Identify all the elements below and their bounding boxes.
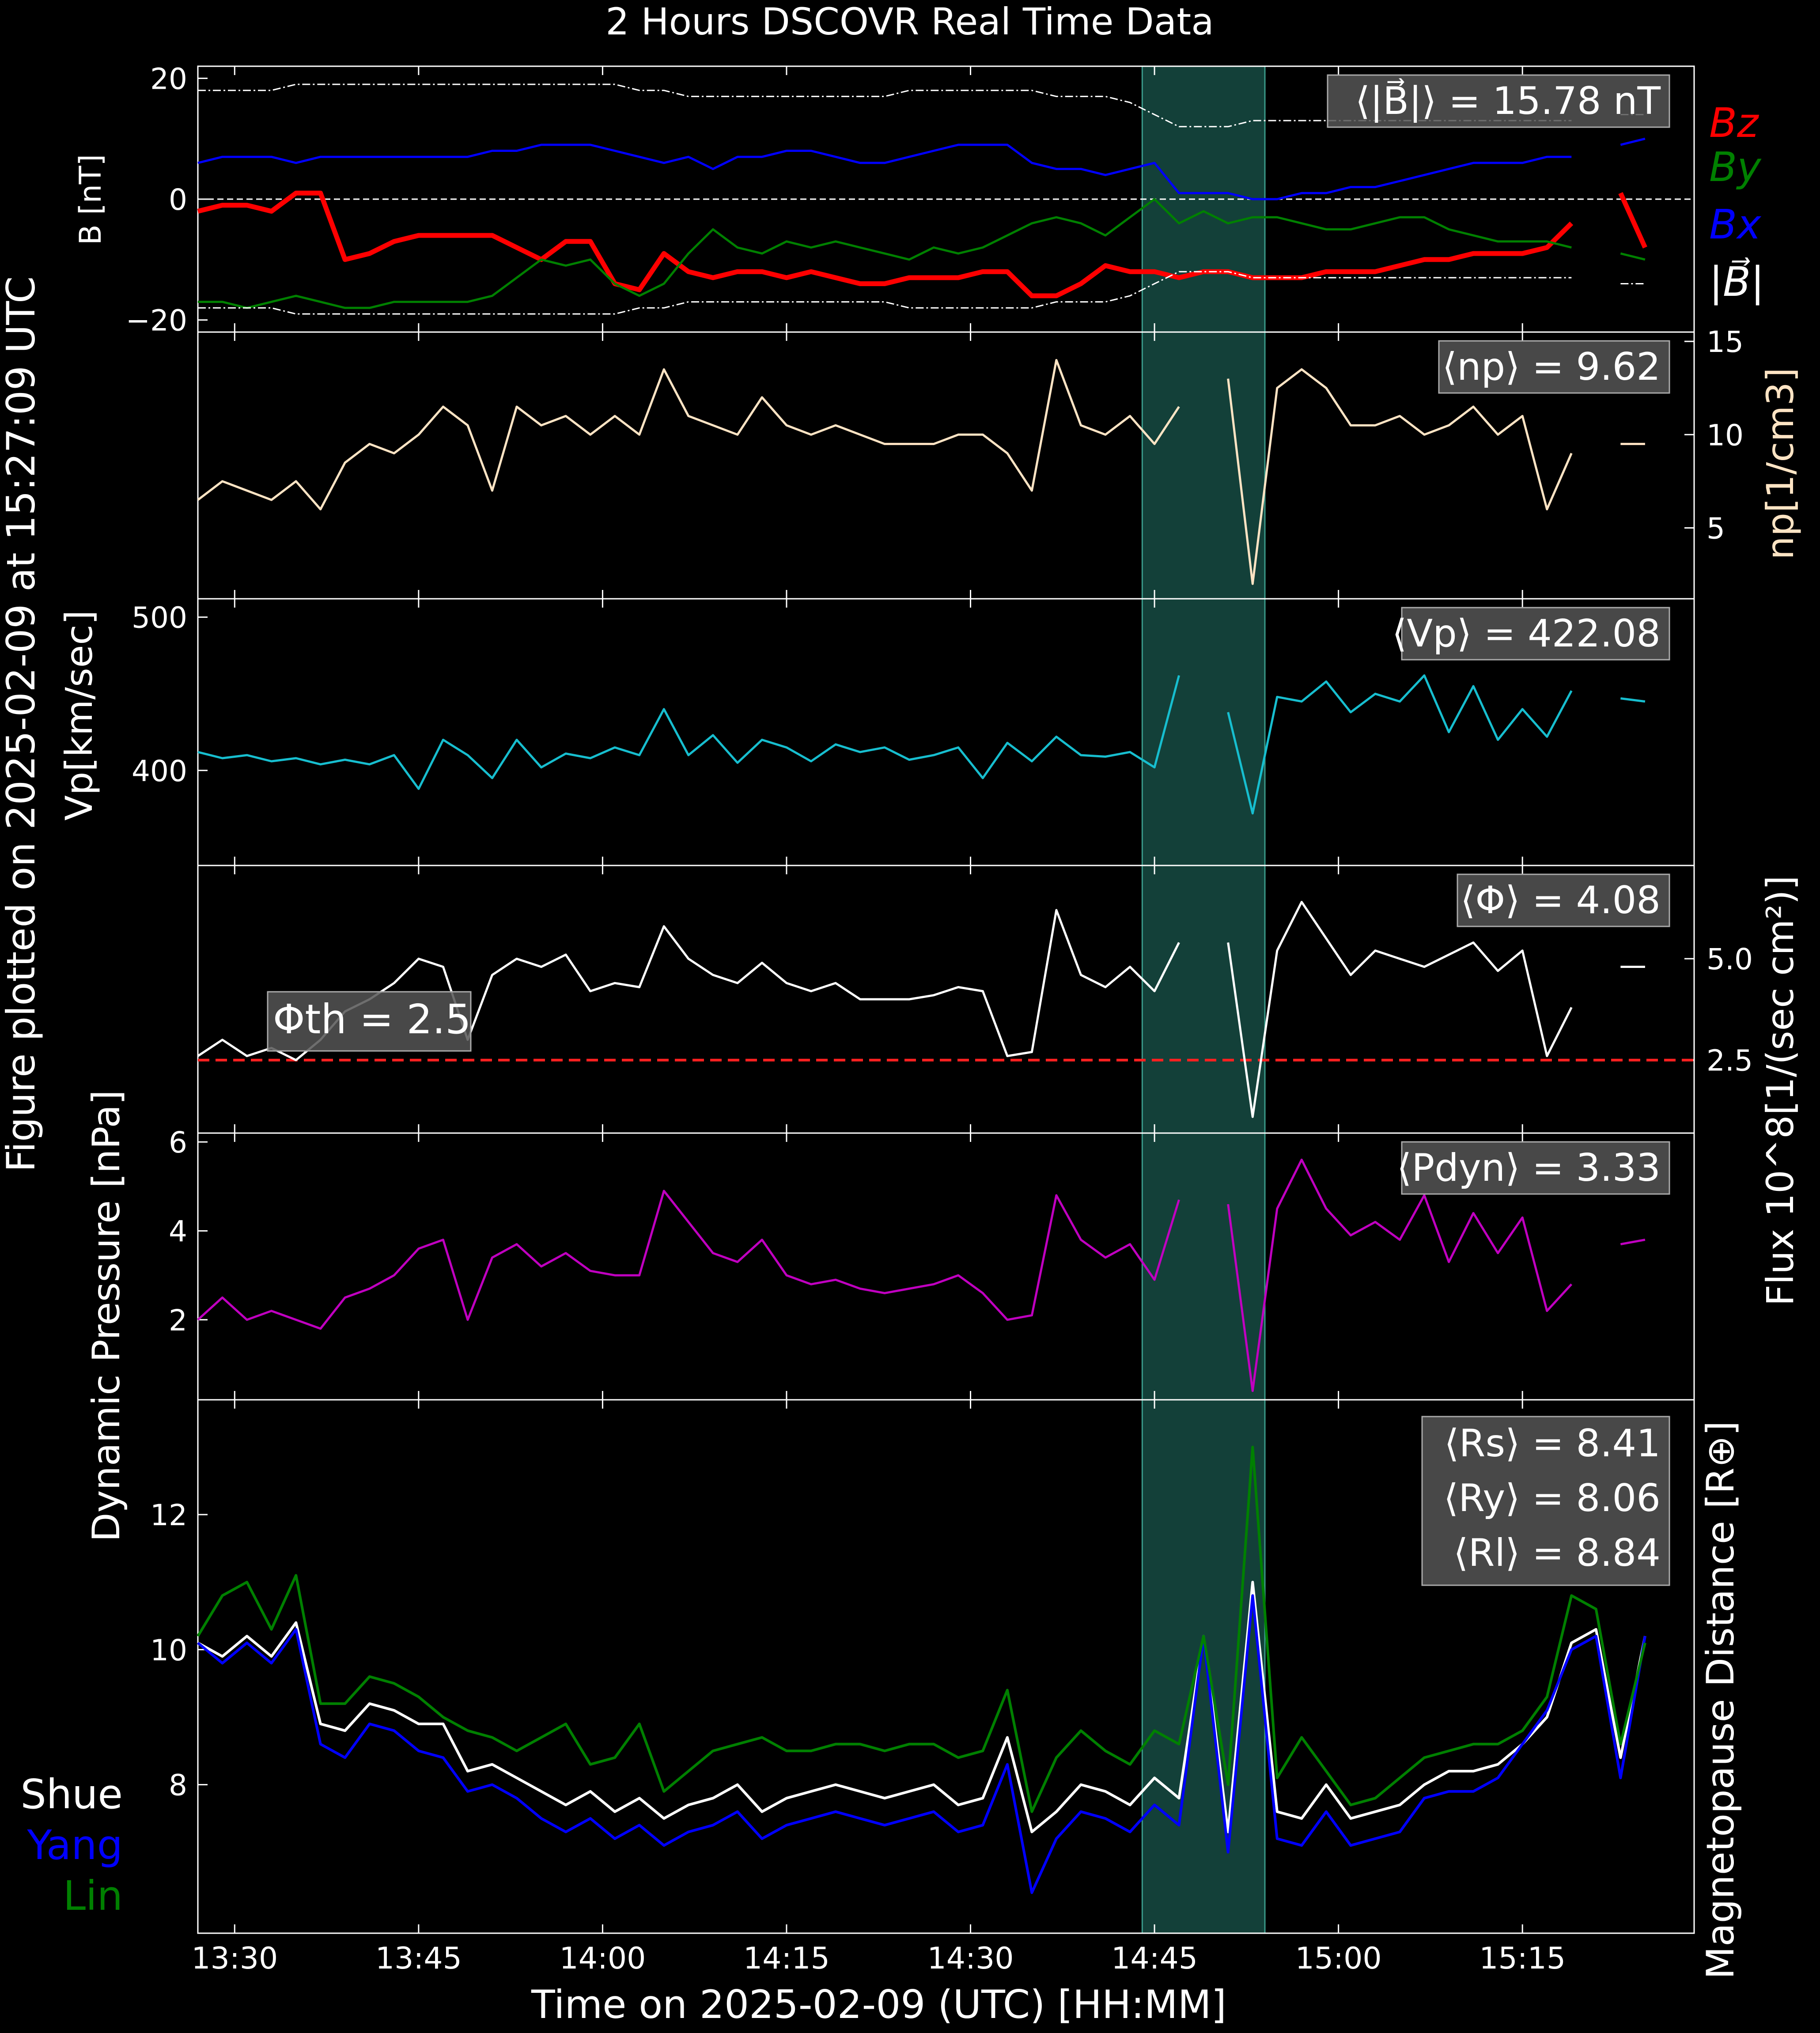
y-tick-label: 0 bbox=[169, 183, 187, 217]
mean-label: ⟨Rs⟩ = 8.41 bbox=[1444, 1421, 1661, 1466]
mean-label: ⟨Pdyn⟩ = 3.33 bbox=[1397, 1146, 1661, 1190]
series-line-shue bbox=[197, 1580, 1646, 1833]
y-tick-label: 4 bbox=[169, 1214, 187, 1248]
series-line-dynamic-pressure bbox=[197, 1158, 1646, 1392]
mean-box bbox=[1457, 873, 1670, 927]
y-tick-label: 2.5 bbox=[1706, 1044, 1753, 1078]
threshold-label: Φth = 2.5 bbox=[273, 996, 471, 1043]
legend-entry: |B⃗| bbox=[1709, 257, 1764, 306]
y-tick-label: 10 bbox=[150, 1633, 187, 1667]
legend-entry: Lin bbox=[63, 1872, 123, 1920]
series-line-proton-speed bbox=[197, 674, 1646, 815]
x-tick-label: 14:00 bbox=[559, 1941, 646, 1976]
x-tick-label: 15:15 bbox=[1479, 1941, 1566, 1976]
legend-entry: Yang bbox=[26, 1821, 123, 1869]
y-tick-label: 20 bbox=[150, 62, 187, 96]
series-line-bz bbox=[197, 190, 1647, 299]
series-line-bx bbox=[197, 137, 1646, 200]
y-tick-label: 5 bbox=[1706, 511, 1725, 545]
series-line-lin bbox=[197, 1446, 1646, 1813]
mean-label: ⟨|B⃗|⟩ = 15.78 nT bbox=[1355, 78, 1661, 123]
y-tick-label: 12 bbox=[150, 1498, 187, 1532]
y-tick-label: 400 bbox=[132, 754, 187, 788]
mean-box bbox=[1438, 340, 1670, 394]
mean-label: ⟨Vp⟩ = 422.08 bbox=[1392, 612, 1661, 656]
y-tick-label: 8 bbox=[169, 1768, 187, 1802]
x-tick-label: 15:00 bbox=[1295, 1941, 1382, 1976]
mean-box bbox=[1327, 74, 1670, 128]
x-tick-label: 14:45 bbox=[1111, 1941, 1198, 1976]
y-axis-label: B [nT] bbox=[73, 154, 108, 245]
y-tick-label: 2 bbox=[169, 1304, 187, 1338]
panel-dynamic-pressure: 6 4 2 ⟨Pdyn⟩ = 3.33 Dynamic Pressure [nPa] bbox=[84, 1090, 1695, 1542]
y-tick-label: 5.0 bbox=[1706, 942, 1753, 976]
mean-box bbox=[1401, 1141, 1670, 1195]
y-tick-label: 500 bbox=[132, 601, 187, 635]
x-tick-label: 13:30 bbox=[191, 1941, 278, 1976]
series-line-proton-density bbox=[197, 359, 1645, 585]
legend-entry: By bbox=[1709, 144, 1762, 191]
y-axis-label: Flux 10^8[1/(sec cm²)] bbox=[1759, 876, 1802, 1306]
mean-label: ⟨np⟩ = 9.62 bbox=[1442, 345, 1661, 389]
legend-entry: Shue bbox=[20, 1771, 123, 1818]
y-axis-label: Vp[km/sec] bbox=[57, 610, 101, 821]
panel-magnetopause-distance: 12 10 8 13:30 13:45 14:00 14:15 14:30 14:45 15:00… bbox=[20, 1399, 1743, 1979]
panel-proton-density: 15 10 5 ⟨np⟩ = 9.62 np[1/cm3] bbox=[197, 325, 1802, 600]
series-line-neg-btotal bbox=[198, 271, 1645, 315]
y-tick-label: −20 bbox=[126, 304, 187, 338]
y-axis-label: np[1/cm3] bbox=[1759, 367, 1802, 559]
legend-entry: Bx bbox=[1709, 201, 1762, 248]
mean-label: ⟨Rl⟩ = 8.84 bbox=[1453, 1531, 1661, 1575]
x-tick-label: 13:45 bbox=[375, 1941, 462, 1976]
x-axis-label: Time on 2025-02-09 (UTC) [HH:MM] bbox=[531, 1982, 1226, 2027]
mean-label: ⟨Ry⟩ = 8.06 bbox=[1444, 1476, 1661, 1520]
legend-entry: Bz bbox=[1709, 99, 1759, 147]
series-line-by bbox=[198, 198, 1646, 309]
y-tick-label: 10 bbox=[1706, 418, 1744, 452]
figure-title: 2 Hours DSCOVR Real Time Data bbox=[605, 0, 1214, 43]
series-line-yang bbox=[197, 1594, 1646, 1894]
y-axis-label: Dynamic Pressure [nPa] bbox=[84, 1090, 129, 1542]
panel-proton-speed: 500 400 ⟨Vp⟩ = 422.08 Vp[km/sec] bbox=[57, 598, 1695, 866]
mean-box bbox=[1421, 1416, 1670, 1586]
x-tick-label: 14:15 bbox=[743, 1941, 830, 1976]
y-tick-label: 6 bbox=[169, 1126, 187, 1160]
mean-box bbox=[1401, 607, 1670, 661]
mean-label: ⟨Φ⟩ = 4.08 bbox=[1461, 878, 1661, 922]
panel-frame bbox=[197, 1399, 1695, 1934]
panel-proton-flux: 5.0 2.5 ⟨Φ⟩ = 4.08 Φth = 2.5 Flux 10^8[1/(se… bbox=[197, 865, 1802, 1306]
y-axis-label: Magnetopause Distance [R⊕] bbox=[1699, 1421, 1743, 1979]
x-tick-label: 14:30 bbox=[927, 1941, 1014, 1976]
threshold-box bbox=[267, 991, 472, 1052]
side-label: Figure plotted on 2025-02-09 at 15:27:09… bbox=[0, 276, 44, 1172]
shaded-interval bbox=[1141, 65, 1266, 1934]
y-tick-label: 15 bbox=[1706, 325, 1744, 359]
